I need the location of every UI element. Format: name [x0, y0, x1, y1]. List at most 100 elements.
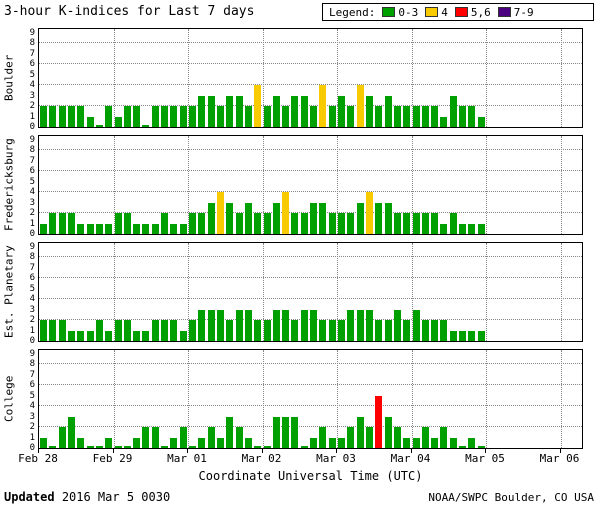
y-tick-label: 5: [29, 390, 35, 401]
k-index-bar: [235, 309, 243, 341]
k-index-bar: [393, 309, 401, 341]
k-index-bar: [123, 213, 131, 234]
k-index-bar: [133, 330, 141, 341]
k-index-bar: [161, 106, 169, 127]
h-gridline: [39, 149, 582, 150]
k-index-bar: [468, 223, 476, 234]
k-index-bar: [179, 223, 187, 234]
k-index-bar: [58, 427, 66, 448]
k-index-bar: [49, 106, 57, 127]
y-tick-label: 7: [29, 262, 35, 273]
k-index-bar: [300, 446, 308, 448]
day-gridline: [411, 136, 413, 234]
legend-swatch-purple: [497, 7, 511, 17]
updated-value: 2016 Mar 5 0030: [61, 490, 171, 504]
k-index-bar: [300, 213, 308, 234]
k-index-bar: [319, 427, 327, 448]
k-index-bar: [421, 427, 429, 448]
k-index-bar: [421, 106, 429, 127]
k-index-bar: [216, 106, 224, 127]
k-index-bar: [431, 437, 439, 448]
k-index-bar: [254, 213, 262, 234]
x-tick-label: Mar 01: [167, 452, 207, 465]
h-gridline: [39, 42, 582, 43]
k-index-bar: [468, 437, 476, 448]
k-index-bar: [170, 106, 178, 127]
k-index-bar: [142, 330, 150, 341]
k-index-bar: [114, 446, 122, 448]
h-gridline: [39, 63, 582, 64]
k-index-bar: [412, 213, 420, 234]
h-gridline: [39, 298, 582, 299]
k-index-bar: [449, 437, 457, 448]
legend-item-yellow: 4: [425, 6, 448, 19]
k-index-bar: [477, 223, 485, 234]
k-index-bar: [403, 106, 411, 127]
updated-label: Updated: [4, 490, 55, 504]
k-index-bar: [375, 106, 383, 127]
y-tick-label: 2: [29, 422, 35, 432]
k-index-bar: [40, 320, 47, 341]
k-index-bar: [384, 416, 392, 448]
k-index-bar: [49, 213, 57, 234]
k-index-bar: [431, 106, 439, 127]
k-index-bar: [161, 213, 169, 234]
h-gridline: [39, 191, 582, 192]
k-index-bar: [365, 192, 373, 234]
k-index-bar: [347, 427, 355, 448]
k-index-bar: [393, 106, 401, 127]
k-index-bar: [49, 320, 57, 341]
k-index-bar: [431, 320, 439, 341]
k-index-bar: [123, 446, 131, 448]
k-index-bar: [189, 446, 196, 448]
y-tick-label: 4: [29, 401, 35, 411]
k-index-bar: [459, 106, 467, 127]
k-index-bar: [86, 116, 94, 127]
x-tick-label: Mar 03: [316, 452, 356, 465]
k-index-bar: [328, 213, 336, 234]
k-index-bar: [161, 446, 169, 448]
k-index-bar: [338, 437, 345, 448]
k-index-bar: [133, 106, 141, 127]
k-index-bar: [123, 320, 131, 341]
k-index-bar: [421, 213, 429, 234]
h-gridline: [39, 426, 582, 427]
k-index-bar: [319, 202, 327, 234]
k-index-bar: [310, 202, 318, 234]
k-index-bar: [86, 223, 94, 234]
k-index-bar: [328, 437, 336, 448]
k-index-bar: [272, 416, 280, 448]
legend-item-label: 5,6: [470, 5, 491, 19]
k-index-bar: [282, 416, 290, 448]
k-index-bar: [468, 106, 476, 127]
k-index-bar: [142, 427, 150, 448]
k-index-bar: [58, 106, 66, 127]
k-index-bar: [198, 309, 206, 341]
y-tick-label: 8: [29, 359, 35, 369]
y-tick-label: 3: [29, 197, 35, 208]
k-index-bar: [216, 192, 224, 234]
y-tick-label: 1: [29, 325, 35, 336]
x-tick-mark: [336, 449, 337, 453]
k-index-bar: [319, 85, 327, 127]
k-index-bar: [477, 116, 485, 127]
k-index-bar: [198, 437, 206, 448]
k-index-bar: [291, 95, 299, 127]
k-index-bar: [412, 437, 420, 448]
y-tick-label: 7: [29, 369, 35, 380]
h-gridline: [39, 405, 582, 406]
k-index-bar: [189, 213, 196, 234]
k-index-bar: [40, 437, 47, 448]
y-tick-label: 4: [29, 80, 35, 90]
k-index-bar: [198, 213, 206, 234]
k-index-bar: [189, 320, 196, 341]
k-index-bar: [133, 437, 141, 448]
x-tick-label: Mar 05: [465, 452, 505, 465]
k-index-bar: [226, 202, 234, 234]
k-index-bar: [403, 213, 411, 234]
k-index-bar: [49, 446, 57, 448]
k-index-bar: [226, 95, 234, 127]
k-index-bar: [328, 320, 336, 341]
day-gridline: [486, 29, 487, 127]
